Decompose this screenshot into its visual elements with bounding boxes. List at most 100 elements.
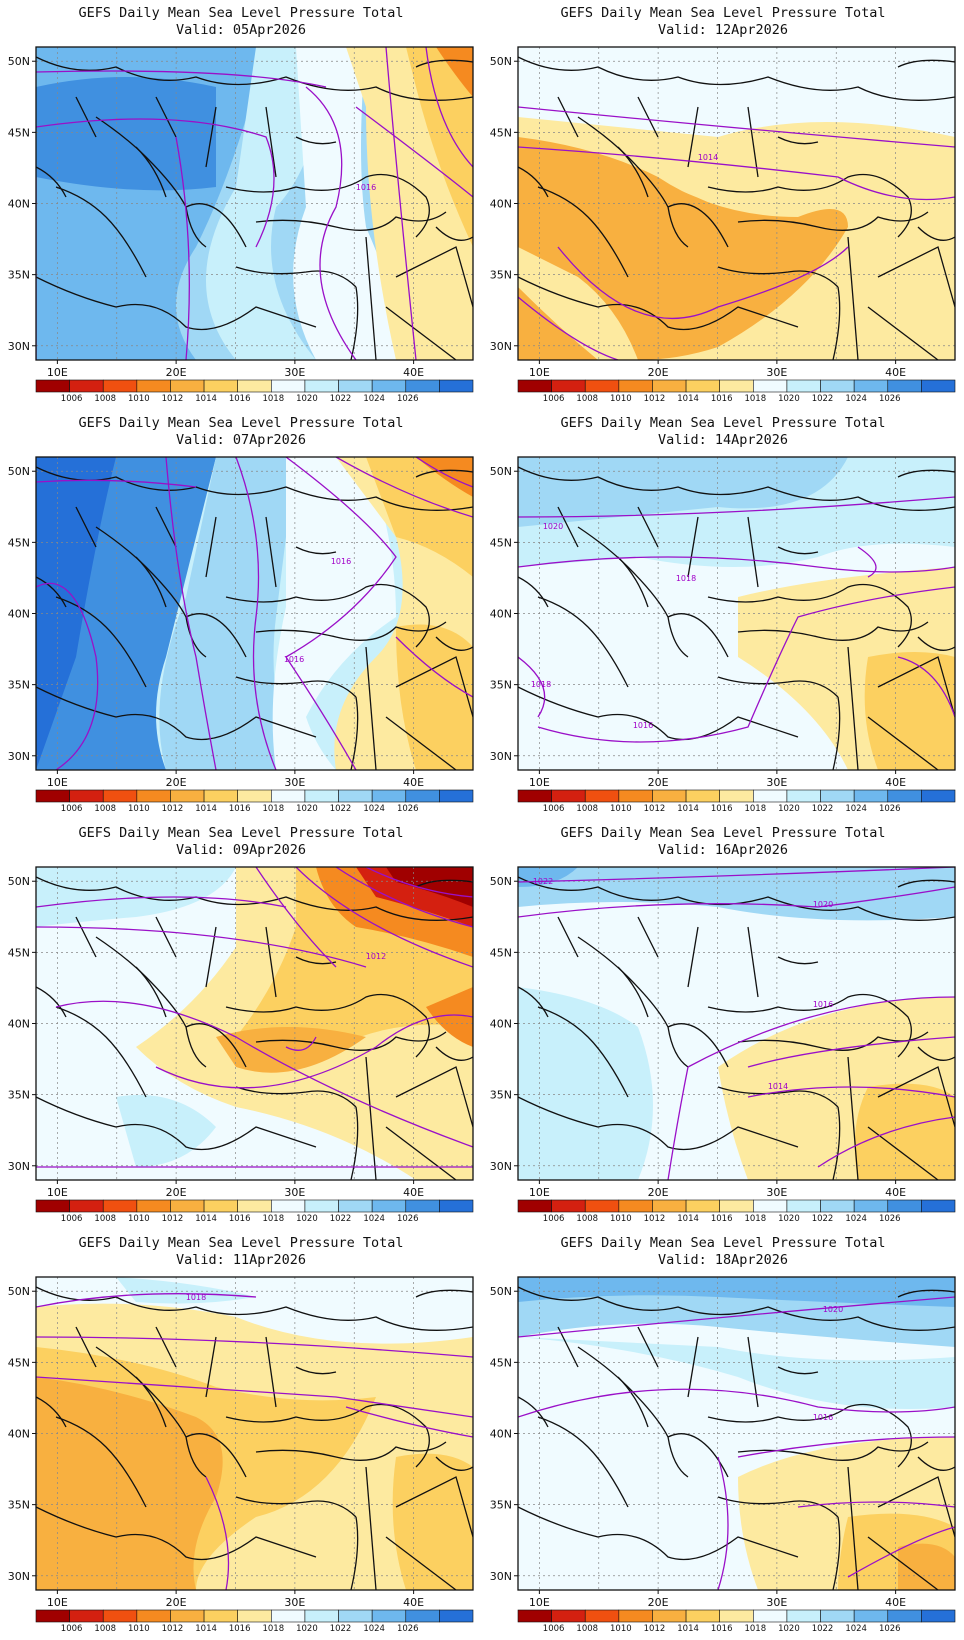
map-area: 1018 xyxy=(36,1277,473,1590)
lat-tick-label: 40N xyxy=(490,1428,512,1441)
colorbar-label: 1014 xyxy=(677,1624,699,1634)
colorbar-swatch xyxy=(304,789,339,803)
pressure-map: 1020 1016 50N 45N 40N 35N 30N 10E 20E 30E 40E 1006 1… xyxy=(490,1276,956,1634)
colorbar-label: 1014 xyxy=(195,804,217,814)
colorbar-label: 1020 xyxy=(296,394,318,404)
pressure-region xyxy=(216,1027,366,1073)
colorbar-label: 1006 xyxy=(543,1214,565,1224)
lon-tick-label: 40E xyxy=(885,1186,906,1199)
colorbar-label: 1024 xyxy=(845,804,867,814)
colorbar-swatch xyxy=(338,789,373,803)
colorbar-label: 1016 xyxy=(711,394,733,404)
colorbar-swatch xyxy=(551,789,586,803)
lat-tick-label: 35N xyxy=(490,679,512,692)
panel-valid-date: Valid: 09Apr2026 xyxy=(175,842,307,858)
pressure-map: 1016 50N 45N 40N 35N 30N 10E 20E 30E 40E 1006 1008 1… xyxy=(8,46,474,404)
coastline xyxy=(395,1476,473,1538)
colorbar-swatch xyxy=(786,1199,821,1213)
lat-tick-label: 45N xyxy=(490,126,512,139)
panel-title: GEFS Daily Mean Sea Level Pressure Total xyxy=(78,415,404,431)
isobar-contour xyxy=(857,546,877,578)
coastline xyxy=(577,936,689,1068)
lat-tick-label: 45N xyxy=(490,1356,512,1369)
coastline xyxy=(687,926,699,988)
isobar-contour xyxy=(295,867,473,968)
colorbar-swatch xyxy=(69,1199,104,1213)
map-panel: GEFS Daily Mean Sea Level Pressure Total… xyxy=(482,410,964,820)
colorbar-label: 1022 xyxy=(812,1214,834,1224)
colorbar-swatch xyxy=(853,379,889,393)
lat-tick-label: 35N xyxy=(8,1089,30,1102)
coastline xyxy=(135,966,167,1018)
coastline xyxy=(518,1506,799,1561)
colorbar-swatch xyxy=(271,1199,306,1213)
lat-tick-label: 35N xyxy=(8,679,30,692)
colorbar-label: 1006 xyxy=(61,1624,83,1634)
colorbar-swatch xyxy=(304,379,339,393)
coastline xyxy=(577,116,689,248)
lat-tick-label: 40N xyxy=(8,608,30,621)
colorbar-label: 1024 xyxy=(845,1624,867,1634)
colorbar-label: 1026 xyxy=(397,1624,419,1634)
colorbar-label: 1010 xyxy=(128,804,150,814)
colorbar-swatch xyxy=(102,789,138,803)
colorbar-swatch xyxy=(203,1199,238,1213)
colorbar-swatch xyxy=(584,789,620,803)
colorbar-swatch xyxy=(584,379,620,393)
lat-tick-label: 50N xyxy=(8,875,30,888)
isobar-contour xyxy=(667,1066,689,1180)
isobar-contour xyxy=(518,106,955,148)
colorbar-swatch xyxy=(618,1199,653,1213)
colorbar-label: 1014 xyxy=(195,394,217,404)
pressure-region xyxy=(406,47,473,247)
lat-tick-label: 40N xyxy=(8,1428,30,1441)
colorbar-swatch xyxy=(685,789,720,803)
lat-tick-label: 50N xyxy=(490,465,512,478)
map-area: 1022 1020 1016 1014 xyxy=(518,867,955,1180)
lat-tick-label: 45N xyxy=(8,126,30,139)
colorbar-label: 1018 xyxy=(744,1624,766,1634)
colorbar-swatch xyxy=(136,1609,171,1623)
isobar-contour xyxy=(36,1376,473,1418)
coastline xyxy=(832,696,841,770)
coastline xyxy=(518,1396,549,1428)
colorbar-label: 1026 xyxy=(879,1214,901,1224)
colorbar-label: 1010 xyxy=(610,394,632,404)
coastline xyxy=(832,1106,841,1180)
colorbar-label: 1026 xyxy=(879,1624,901,1634)
coastline xyxy=(36,876,473,921)
pressure-region xyxy=(854,1083,955,1180)
coastline xyxy=(36,1286,473,1331)
coastline xyxy=(205,516,217,578)
colorbar-swatch xyxy=(853,1609,889,1623)
colorbar-label: 1020 xyxy=(778,394,800,404)
colorbar-label: 1014 xyxy=(195,1624,217,1634)
coastline xyxy=(667,203,729,248)
coastline xyxy=(295,1366,337,1375)
colorbar-label: 1020 xyxy=(778,1214,800,1224)
colorbar-swatch xyxy=(338,379,373,393)
coastline xyxy=(518,576,549,608)
coastline xyxy=(225,173,430,238)
coastline xyxy=(350,696,359,770)
colorbar-swatch xyxy=(439,379,474,393)
coastline xyxy=(155,1326,177,1368)
coastline xyxy=(707,173,912,238)
coastline xyxy=(637,506,659,548)
coastline xyxy=(95,1346,207,1478)
isobar-contour xyxy=(36,926,367,968)
coastline xyxy=(255,211,447,231)
pressure-region xyxy=(864,652,955,770)
coastline xyxy=(255,621,447,641)
lon-tick-label: 20E xyxy=(166,776,187,789)
isobar-label: 1018 xyxy=(186,1293,206,1302)
coastline xyxy=(847,236,859,360)
colorbar-swatch xyxy=(170,1199,205,1213)
coastline xyxy=(75,1326,97,1368)
colorbar-label: 1024 xyxy=(363,1624,385,1634)
colorbar-label: 1026 xyxy=(879,804,901,814)
coastline xyxy=(435,226,473,241)
coastline xyxy=(295,136,337,145)
pressure-region xyxy=(116,1277,256,1304)
isobar-contour xyxy=(717,1456,729,1590)
